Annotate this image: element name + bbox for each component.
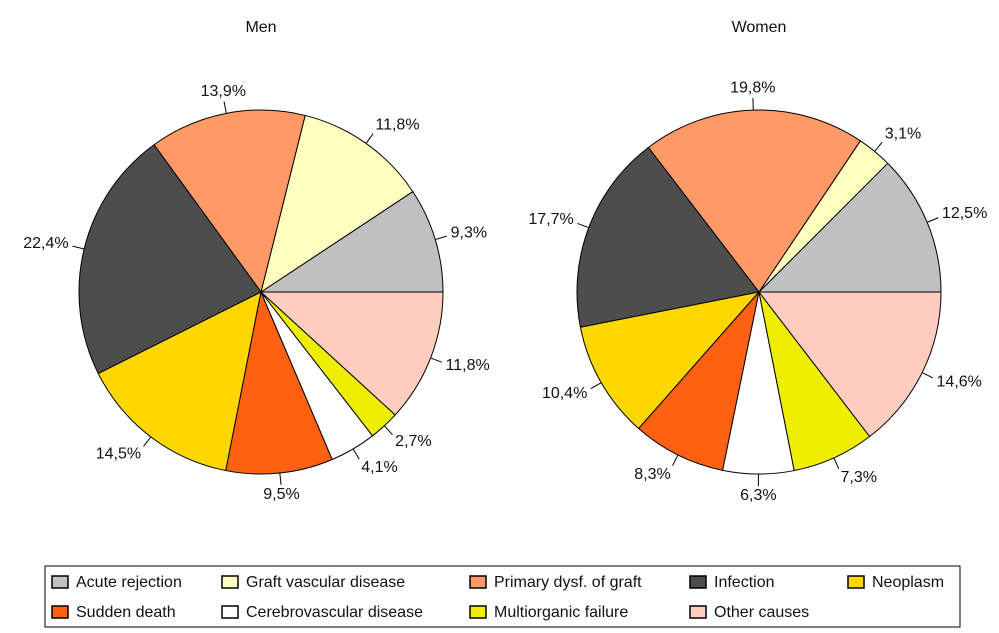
legend-label: Sudden death <box>76 604 176 621</box>
legend-label: Multiorganic failure <box>494 604 628 621</box>
leader-line <box>875 142 883 151</box>
data-label: 11,8% <box>446 357 490 374</box>
data-label: 10,4% <box>542 385 587 402</box>
leader-line <box>591 383 601 389</box>
legend-label: Cerebrovascular disease <box>246 604 423 621</box>
leader-line <box>435 236 446 239</box>
leader-line <box>927 218 938 223</box>
data-label: 17,7% <box>528 211 573 228</box>
legend-swatch <box>470 576 486 588</box>
data-label: 11,8% <box>375 117 419 134</box>
leader-line <box>578 223 589 227</box>
leader-line <box>834 458 839 469</box>
legend-swatch <box>848 576 864 588</box>
data-label: 2,7% <box>395 433 431 450</box>
legend-swatch <box>690 576 706 588</box>
leader-line <box>384 426 392 435</box>
leader-line <box>280 473 281 485</box>
leader-line <box>224 102 226 114</box>
data-label: 6,3% <box>740 487 776 504</box>
data-label: 19,8% <box>730 79 775 96</box>
legend-swatch <box>222 606 238 618</box>
data-label: 9,5% <box>263 486 299 503</box>
chart-title: Women <box>732 19 787 36</box>
legend-label: Infection <box>714 574 774 591</box>
legend-swatch <box>690 606 706 618</box>
legend-swatch <box>222 576 238 588</box>
legend-label: Graft vascular disease <box>246 574 405 591</box>
legend-label: Acute rejection <box>76 574 182 591</box>
leader-line <box>353 449 359 459</box>
leader-line <box>366 134 373 144</box>
data-label: 12,5% <box>942 205 987 222</box>
legend-label: Neoplasm <box>872 574 944 591</box>
data-label: 14,6% <box>937 374 982 391</box>
legend-swatch <box>52 606 68 618</box>
data-label: 13,9% <box>201 83 246 100</box>
legend-label: Other causes <box>714 604 809 621</box>
legend-swatch <box>52 576 68 588</box>
data-label: 9,3% <box>451 224 487 241</box>
data-label: 8,3% <box>634 466 670 483</box>
leader-line <box>144 437 151 447</box>
legend-swatch <box>470 606 486 618</box>
data-label: 4,1% <box>361 459 397 476</box>
leader-line <box>73 246 85 249</box>
data-label: 3,1% <box>885 126 921 143</box>
leader-line <box>673 455 678 466</box>
data-label: 22,4% <box>23 235 68 252</box>
chart-title: Men <box>245 19 276 36</box>
legend-label: Primary dysf. of graft <box>494 574 642 591</box>
data-label: 7,3% <box>840 469 876 486</box>
data-label: 14,5% <box>96 446 141 463</box>
leader-line <box>922 373 933 378</box>
leader-line <box>431 358 442 362</box>
